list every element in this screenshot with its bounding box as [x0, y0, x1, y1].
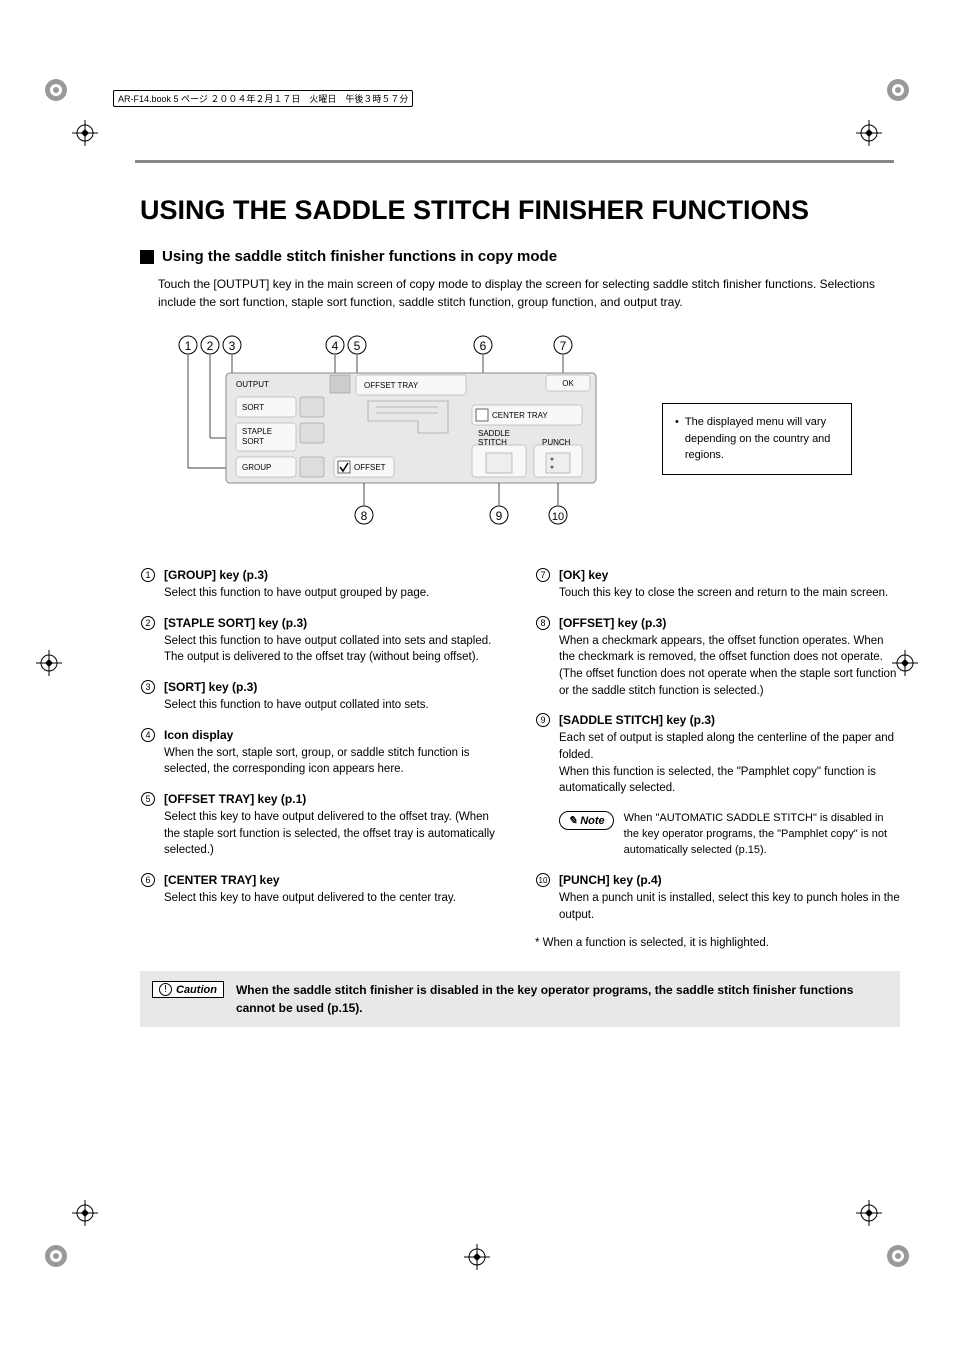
- region-note: • The displayed menu will vary depending…: [662, 403, 852, 475]
- item-desc: Select this key to have output delivered…: [164, 890, 505, 907]
- item-offset: 8 [OFFSET] key (p.3) When a checkmark ap…: [535, 616, 900, 700]
- svg-text:SORT: SORT: [242, 437, 264, 446]
- svg-text:2: 2: [207, 339, 214, 353]
- note-box: ✎ Note When "AUTOMATIC SADDLE STITCH" is…: [559, 811, 900, 859]
- caution-box: ! Caution When the saddle stitch finishe…: [140, 971, 900, 1027]
- region-note-text: The displayed menu will vary depending o…: [685, 414, 839, 464]
- item-title: [GROUP] key (p.3): [164, 568, 505, 582]
- section-heading: Using the saddle stitch finisher functio…: [140, 248, 900, 265]
- item-title: [OFFSET TRAY] key (p.1): [164, 792, 505, 806]
- item-desc: Each set of output is stapled along the …: [559, 730, 900, 797]
- svg-text:1: 1: [185, 339, 192, 353]
- item-group: 1 [GROUP] key (p.3) Select this function…: [140, 568, 505, 602]
- svg-text:STAPLE: STAPLE: [242, 427, 272, 436]
- item-title: [PUNCH] key (p.4): [559, 873, 900, 887]
- square-bullet-icon: [140, 250, 154, 264]
- pencil-icon: ✎: [568, 814, 577, 827]
- item-saddle-stitch: 9 [SADDLE STITCH] key (p.3) Each set of …: [535, 713, 900, 797]
- svg-text:OFFSET TRAY: OFFSET TRAY: [364, 381, 419, 390]
- section-title-text: Using the saddle stitch finisher functio…: [162, 248, 557, 265]
- item-title: [SADDLE STITCH] key (p.3): [559, 713, 900, 727]
- reg-mark-tl: [44, 78, 68, 107]
- caution-label: Caution: [176, 984, 217, 996]
- num-5: 5: [141, 792, 155, 806]
- item-title: [OK] key: [559, 568, 900, 582]
- item-desc: When the sort, staple sort, group, or sa…: [164, 745, 505, 778]
- svg-text:OK: OK: [562, 379, 574, 388]
- item-title: [STAPLE SORT] key (p.3): [164, 616, 505, 630]
- reg-mark-tr: [886, 78, 910, 107]
- intro-paragraph: Touch the [OUTPUT] key in the main scree…: [158, 275, 900, 311]
- ui-diagram: 1 2 3 4 5 6 7: [158, 333, 648, 538]
- svg-text:5: 5: [354, 339, 361, 353]
- num-9: 9: [536, 713, 550, 727]
- svg-text:10: 10: [552, 511, 564, 523]
- top-rule: [135, 160, 894, 163]
- note-label: Note: [580, 815, 604, 827]
- svg-text:6: 6: [480, 339, 487, 353]
- svg-text:GROUP: GROUP: [242, 463, 271, 472]
- item-desc: When a checkmark appears, the offset fun…: [559, 633, 900, 700]
- svg-text:OFFSET: OFFSET: [354, 463, 386, 472]
- item-desc: Select this function to have output coll…: [164, 633, 505, 666]
- svg-text:CENTER TRAY: CENTER TRAY: [492, 411, 548, 420]
- reg-mark-br: [886, 1244, 910, 1273]
- item-desc: Select this key to have output delivered…: [164, 809, 505, 859]
- num-6: 6: [141, 873, 155, 887]
- note-badge: ✎ Note: [559, 811, 614, 830]
- item-ok: 7 [OK] key Touch this key to close the s…: [535, 568, 900, 602]
- num-7: 7: [536, 568, 550, 582]
- left-column: 1 [GROUP] key (p.3) Select this function…: [140, 568, 505, 949]
- item-title: [OFFSET] key (p.3): [559, 616, 900, 630]
- svg-text:9: 9: [496, 509, 503, 523]
- crosshair-tl: [72, 120, 98, 151]
- item-sort: 3 [SORT] key (p.3) Select this function …: [140, 680, 505, 714]
- svg-text:STITCH: STITCH: [478, 438, 507, 447]
- bullet-icon: •: [675, 414, 679, 464]
- caution-badge: ! Caution: [152, 981, 224, 998]
- svg-text:8: 8: [361, 509, 368, 523]
- item-center-tray: 6 [CENTER TRAY] key Select this key to h…: [140, 873, 505, 907]
- reg-mark-bl: [44, 1244, 68, 1273]
- page-title: USING THE SADDLE STITCH FINISHER FUNCTIO…: [140, 195, 900, 226]
- item-desc: Touch this key to close the screen and r…: [559, 585, 900, 602]
- item-offset-tray: 5 [OFFSET TRAY] key (p.1) Select this ke…: [140, 792, 505, 859]
- crosshair-bl: [72, 1200, 98, 1231]
- item-desc: When a punch unit is installed, select t…: [559, 890, 900, 923]
- crosshair-bc: [464, 1244, 490, 1275]
- svg-text:7: 7: [560, 339, 567, 353]
- svg-text:SORT: SORT: [242, 403, 264, 412]
- crosshair-ml: [36, 650, 62, 681]
- caution-text: When the saddle stitch finisher is disab…: [236, 981, 888, 1017]
- item-desc: Select this function to have output coll…: [164, 697, 505, 714]
- crosshair-tr: [856, 120, 882, 151]
- item-punch: 10 [PUNCH] key (p.4) When a punch unit i…: [535, 873, 900, 923]
- footnote: * When a function is selected, it is hig…: [535, 937, 900, 949]
- item-icon-display: 4 Icon display When the sort, staple sor…: [140, 728, 505, 778]
- svg-text:SADDLE: SADDLE: [478, 429, 510, 438]
- item-staple-sort: 2 [STAPLE SORT] key (p.3) Select this fu…: [140, 616, 505, 666]
- item-title: [SORT] key (p.3): [164, 680, 505, 694]
- right-column: 7 [OK] key Touch this key to close the s…: [535, 568, 900, 949]
- item-title: [CENTER TRAY] key: [164, 873, 505, 887]
- exclaim-icon: !: [159, 983, 172, 996]
- item-desc: Select this function to have output grou…: [164, 585, 505, 602]
- num-2: 2: [141, 616, 155, 630]
- num-4: 4: [141, 728, 155, 742]
- svg-text:3: 3: [229, 339, 236, 353]
- num-3: 3: [141, 680, 155, 694]
- num-10: 10: [536, 873, 550, 887]
- svg-text:OUTPUT: OUTPUT: [236, 380, 269, 389]
- svg-text:PUNCH: PUNCH: [542, 438, 571, 447]
- item-title: Icon display: [164, 728, 505, 742]
- num-8: 8: [536, 616, 550, 630]
- crosshair-br: [856, 1200, 882, 1231]
- note-text: When "AUTOMATIC SADDLE STITCH" is disabl…: [624, 811, 900, 859]
- num-1: 1: [141, 568, 155, 582]
- page-header: AR-F14.book 5 ページ ２００４年２月１７日 火曜日 午後３時５７分: [113, 90, 413, 107]
- svg-text:4: 4: [332, 339, 339, 353]
